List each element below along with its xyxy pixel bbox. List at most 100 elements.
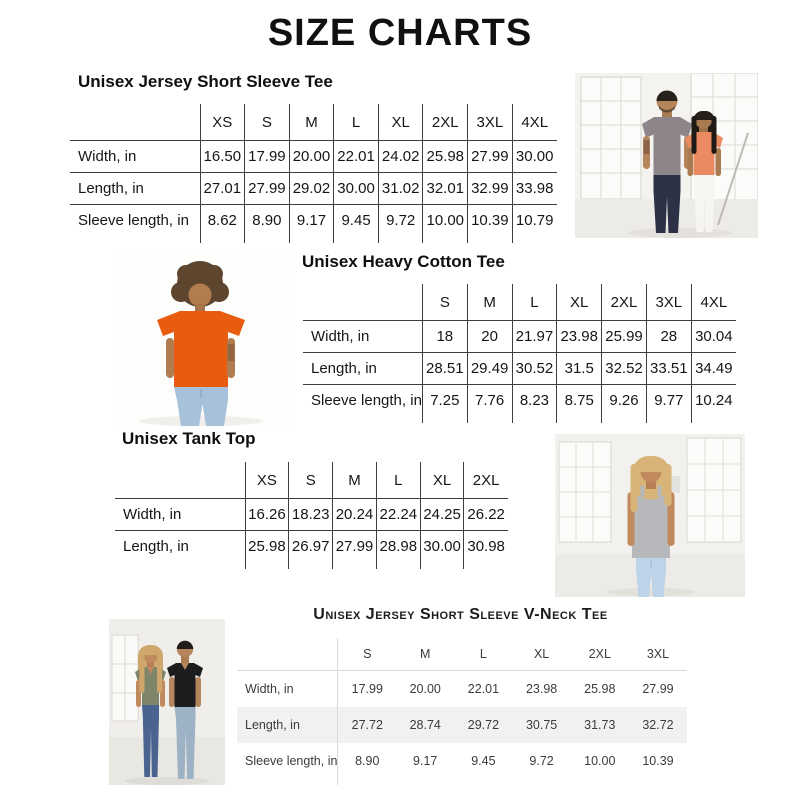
row-label: Sleeve length, in (237, 743, 339, 779)
section-heading-tank-top: Unisex Tank Top (122, 429, 256, 448)
row-label: Width, in (311, 328, 370, 345)
rule-overhang-cell (511, 416, 557, 423)
page-title: SIZE CHARTS (267, 12, 533, 54)
table-row: Sleeve length, in 7.25 7.76 8.23 8.75 9.26 9.7… (303, 384, 736, 416)
table-row: Sleeve length, in 8.62 8.90 9.17 9.45 9.72 10.… (70, 204, 557, 236)
rule-overhang (70, 236, 557, 243)
table-row: Width, in 18 20 21.97 23.98 25.99 28 30.04 (303, 320, 736, 353)
column-header-4xl: 4XL (690, 284, 736, 321)
row-label: Sleeve length, in (303, 384, 423, 416)
header-row: S M L XL 2XL 3XL (237, 638, 688, 671)
model-photo-vneck-tee (109, 619, 225, 785)
size-value: 16.26 (244, 498, 289, 531)
size-value: 34.49 (690, 352, 736, 385)
size-value: 9.72 (377, 204, 423, 236)
column-header-m: M (466, 284, 513, 321)
column-header-m: M (332, 462, 377, 499)
size-value: 9.45 (471, 754, 496, 768)
rule-overhang-cell (601, 416, 647, 423)
row-label: Sleeve length, in (70, 204, 200, 236)
rule-overhang-cell (199, 236, 245, 243)
rule-overhang (237, 779, 687, 785)
rule-overhang-cell (466, 416, 513, 423)
size-value: 7.25 (421, 384, 468, 416)
row-label: Length, in (237, 707, 339, 743)
size-value: 8.75 (556, 384, 602, 416)
corner-cell (303, 284, 423, 321)
size-value: 28.98 (375, 530, 421, 562)
section-heading-heavy-cotton-tee: Unisex Heavy Cotton Tee (302, 252, 505, 271)
size-value: 8.90 (244, 204, 290, 236)
size-value: 8.23 (511, 384, 557, 416)
column-header-2xl: 2XL (570, 638, 629, 671)
column-header-2xl: 2XL (463, 462, 508, 499)
size-value: 22.01 (333, 140, 379, 173)
size-value: 9.17 (413, 754, 438, 768)
rule-overhang-cell (422, 236, 468, 243)
column-header-xl: XL (419, 462, 464, 499)
size-value: 29.72 (454, 707, 513, 743)
size-value: 20.00 (288, 140, 334, 173)
size-value: 30.75 (512, 707, 571, 743)
table-row: Sleeve length, in 8.90 9.17 9.45 9.72 10.00 10… (237, 743, 687, 779)
size-value: 9.72 (529, 754, 554, 768)
size-value: 27.01 (199, 172, 245, 205)
rule-overhang-cell (237, 779, 339, 785)
section-heading-jersey-tee: Unisex Jersey Short Sleeve Tee (78, 72, 333, 91)
column-header-s: S (288, 462, 333, 499)
size-value: 32.52 (601, 352, 647, 385)
column-header-s: S (244, 104, 290, 141)
rule-overhang-cell (645, 416, 692, 423)
header-row: XS S M L XL 2XL 3XL 4XL (70, 104, 557, 141)
size-value: 18 (421, 320, 468, 353)
size-value: 22.01 (467, 682, 500, 696)
rule-overhang-cell (396, 779, 454, 785)
size-value: 20 (466, 320, 513, 353)
size-value: 27.99 (642, 682, 674, 696)
table-row: Width, in 16.26 18.23 20.24 22.24 24.25 26.22 (115, 498, 508, 531)
column-header-4xl: 4XL (511, 104, 557, 141)
size-table-heavy-cotton-tee: S M L XL 2XL 3XL 4XL Width, in 18 20 21.97 23.98 25.… (303, 284, 736, 423)
rule-overhang-cell (375, 562, 421, 569)
row-label: Width, in (237, 670, 339, 707)
size-value: 31.73 (570, 707, 629, 743)
size-value: 10.39 (467, 204, 513, 236)
corner-cell (115, 462, 245, 499)
column-header-3xl: 3XL (467, 104, 513, 141)
model-photo-heavy-cotton-tee (112, 248, 290, 426)
rule-overhang (303, 416, 736, 423)
rule-overhang-cell (332, 562, 377, 569)
size-value: 17.99 (244, 140, 290, 173)
rule-overhang-cell (690, 416, 736, 423)
size-table-tank-top: XS S M L XL 2XL Width, in 16.26 18.23 20.24 22.24 2… (115, 462, 508, 569)
rule-overhang-cell (338, 779, 396, 785)
model-illustration-heavy-cotton-tee (112, 248, 290, 426)
size-value: 27.99 (244, 172, 290, 205)
column-header-l: L (375, 462, 421, 499)
column-header-2xl: 2XL (422, 104, 468, 141)
size-table-vneck-tee: S M L XL 2XL 3XL Width, in 17.99 20.00 22.01 23.98… (237, 638, 688, 785)
rule-overhang-cell (377, 236, 423, 243)
rule-overhang-cell (244, 236, 290, 243)
row-label: Length, in (303, 352, 423, 385)
size-value: 32.99 (467, 172, 513, 205)
size-value: 25.98 (244, 530, 289, 562)
size-value: 23.98 (556, 320, 602, 353)
rule-overhang-cell (419, 562, 464, 569)
size-value: 20.24 (332, 498, 377, 531)
size-value: 25.98 (422, 140, 468, 173)
size-value: 9.26 (601, 384, 647, 416)
column-header-xs: XS (199, 104, 245, 141)
rule-overhang-cell (244, 562, 289, 569)
size-value: 27.99 (332, 530, 377, 562)
column-header-xl: XL (377, 104, 423, 141)
size-value: 9.17 (288, 204, 334, 236)
column-header-s: S (421, 284, 468, 321)
column-header-s: S (337, 638, 397, 671)
column-header-3xl: 3XL (645, 284, 692, 321)
size-value: 9.77 (645, 384, 692, 416)
rule-overhang-cell (556, 416, 602, 423)
model-illustration-vneck-tee (109, 619, 225, 785)
size-value: 25.98 (584, 682, 616, 696)
corner-cell (70, 104, 200, 141)
